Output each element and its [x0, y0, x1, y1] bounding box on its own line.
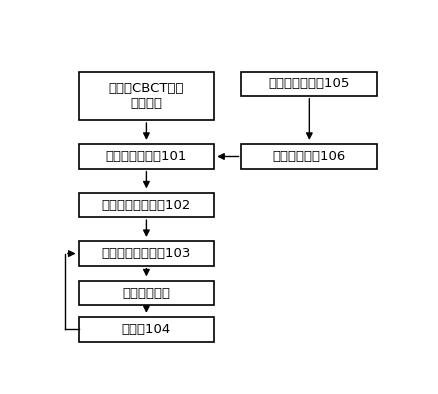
Text: 模型训练模块106: 模型训练模块106	[273, 150, 346, 163]
Bar	[241, 144, 377, 169]
Bar	[78, 242, 214, 266]
Text: 模型预训练模块105: 模型预训练模块105	[268, 77, 350, 90]
Text: 分析数据报告: 分析数据报告	[122, 286, 170, 299]
Bar	[78, 317, 214, 342]
Text: 量化指标计算模块102: 量化指标计算模块102	[102, 199, 191, 212]
Bar	[241, 72, 377, 96]
Text: 颅面部CBCT体素
图像数据: 颅面部CBCT体素 图像数据	[109, 82, 184, 110]
Text: 特征点标记模块101: 特征点标记模块101	[106, 150, 187, 163]
Text: 数据库104: 数据库104	[122, 323, 171, 336]
Bar	[78, 281, 214, 305]
Text: 异常识别诊断模块103: 异常识别诊断模块103	[102, 247, 191, 260]
Bar	[78, 193, 214, 217]
Bar	[78, 72, 214, 120]
Bar	[78, 144, 214, 169]
